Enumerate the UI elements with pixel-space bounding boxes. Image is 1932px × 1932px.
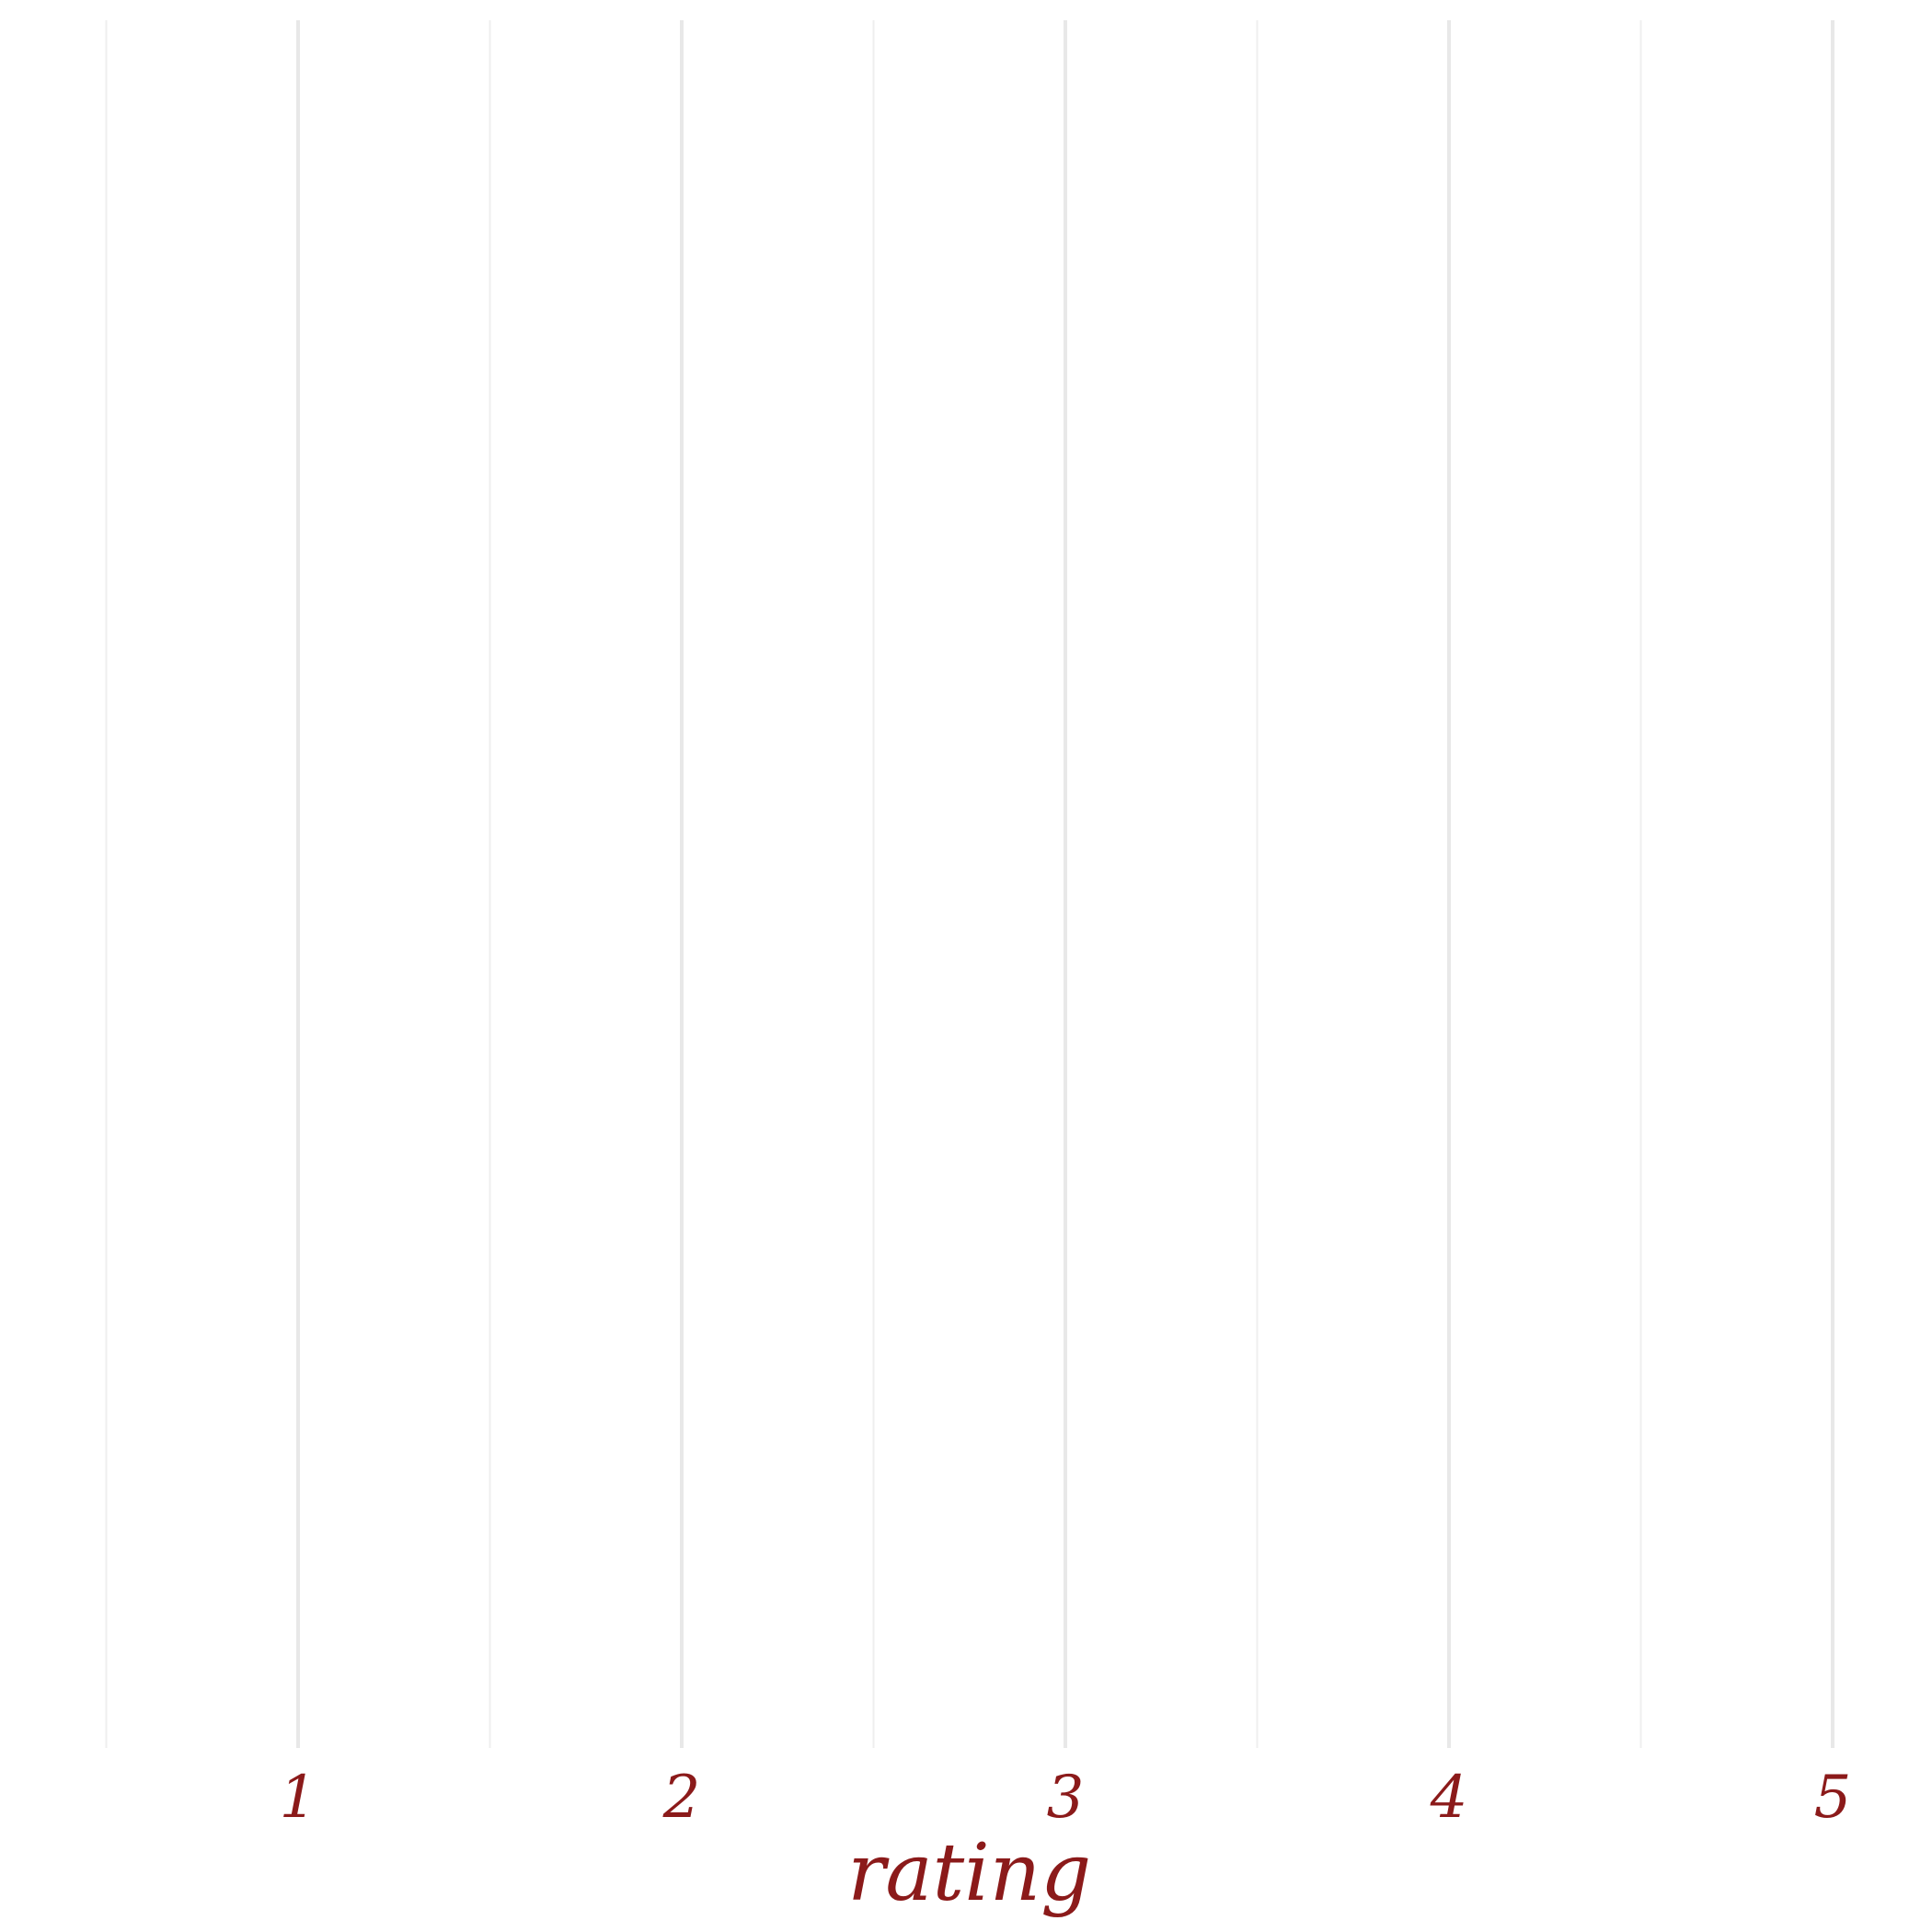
major-gridlines <box>296 20 1834 1748</box>
x-tick-label: 3 <box>1047 1764 1085 1832</box>
x-tick-label: 1 <box>280 1764 317 1832</box>
x-tick-label: 5 <box>1814 1764 1852 1832</box>
x-tick-label: 4 <box>1430 1764 1468 1832</box>
x-axis-title: rating <box>847 1827 1091 1919</box>
x-tick-label: 2 <box>662 1764 701 1832</box>
minor-gridlines <box>105 20 1642 1748</box>
x-tick-labels: 1 2 3 4 5 <box>280 1764 1852 1832</box>
